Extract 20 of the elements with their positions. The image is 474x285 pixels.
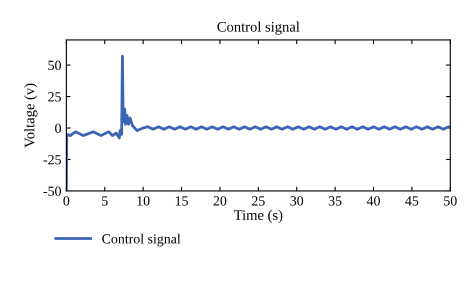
y-axis-title: Voltage (v) (24, 84, 38, 148)
x-tick-label: 15 (176, 196, 188, 206)
x-axis-title: Time (s) (234, 210, 282, 224)
y-tick-label: -25 (44, 155, 61, 164)
x-tick-label: 10 (137, 196, 150, 206)
x-tick-label: 40 (366, 196, 380, 206)
x-tick-label: 20 (214, 196, 226, 206)
x-tick-label: 30 (290, 196, 304, 206)
y-tick-label: 0 (55, 124, 61, 133)
x-tick-label: 25 (252, 196, 265, 206)
chart-title: Control signal (217, 21, 300, 35)
x-tick-label: 45 (405, 196, 418, 206)
x-tick-label: 35 (328, 196, 342, 206)
y-tick-label: -50 (44, 186, 61, 196)
x-tick-label: 0 (63, 196, 70, 206)
x-tick-label: 5 (102, 196, 108, 206)
y-tick-label: 25 (48, 92, 61, 102)
legend-label: Control signal (102, 234, 180, 246)
y-tick-label: 50 (48, 60, 61, 70)
x-tick-label: 50 (444, 196, 457, 206)
